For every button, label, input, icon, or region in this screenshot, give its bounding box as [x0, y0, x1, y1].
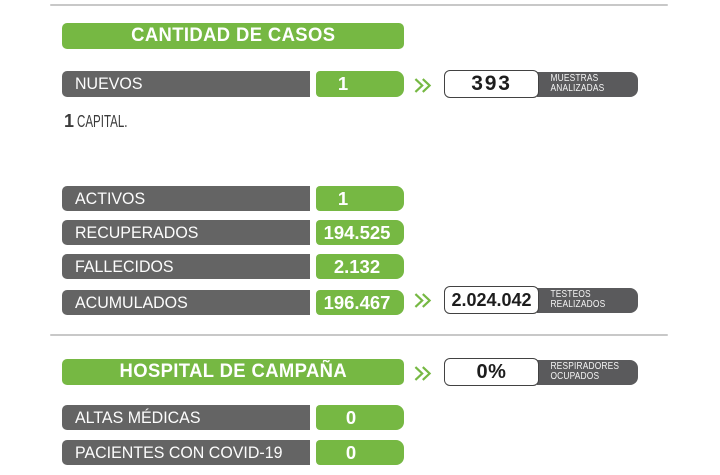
stat-label-fallecidos: FALLECIDOS: [75, 256, 174, 276]
stat-label-bar-acumulados: ACUMULADOS: [62, 290, 310, 315]
stat-value-chip-acumulados: 196.467: [316, 290, 404, 315]
double-chevron-icon-testeos: [414, 293, 433, 308]
stat-value-altas: 0: [345, 406, 357, 428]
stat-value-chip-pacientes: 0: [316, 440, 404, 465]
stat-value-nuevos: 1: [337, 73, 349, 94]
separator-line-top: [50, 4, 668, 6]
stat-value-pacientes: 0: [345, 441, 357, 463]
stat-label-recuperados: RECUPERADOS: [75, 222, 199, 242]
stat-label-bar-altas: ALTAS MÉDICAS: [62, 405, 310, 430]
stat-label-acumulados: ACUMULADOS: [75, 292, 188, 312]
stat-value-chip-fallecidos: 2.132: [316, 254, 404, 279]
stat-value-fallecidos: 2.132: [333, 255, 381, 277]
callout-number-testeos: 2.024.042: [451, 289, 532, 310]
stat-label-bar-fallecidos: FALLECIDOS: [62, 254, 310, 279]
callout-number-box-muestras: 393: [444, 70, 539, 98]
callout-caption-line2-testeos: REALIZADOS: [550, 299, 606, 310]
section-title-casos: CANTIDAD DE CASOS: [130, 25, 336, 46]
stat-label-altas: ALTAS MÉDICAS: [75, 407, 201, 427]
stat-label-nuevos: NUEVOS: [75, 74, 143, 93]
callout-number-box-respiradores: 0%: [444, 358, 539, 386]
callout-respiradores: RESPIRADORES OCUPADOS 0%: [444, 358, 638, 386]
double-chevron-icon-muestras: [414, 78, 433, 93]
callout-caption-line1-testeos: TESTEOS: [550, 289, 591, 300]
callout-caption-line2-respiradores: OCUPADOS: [550, 371, 600, 382]
callout-caption-box-muestras: MUESTRAS ANALIZADAS: [537, 71, 638, 97]
stat-label-activos: ACTIVOS: [75, 188, 146, 208]
callout-caption-line1-muestras: MUESTRAS: [550, 73, 599, 84]
section-title-hospital: HOSPITAL DE CAMPAÑA: [119, 361, 347, 382]
note-capital: 1 CAPITAL.: [64, 111, 154, 131]
callout-caption-line2-muestras: ANALIZADAS: [550, 83, 605, 94]
stat-value-chip-activos: 1: [316, 186, 404, 211]
callout-muestras: MUESTRAS ANALIZADAS 393: [444, 70, 638, 98]
double-chevron-icon-respiradores: [414, 366, 433, 381]
stat-value-acumulados: 196.467: [323, 291, 391, 313]
callout-caption-line1-respiradores: RESPIRADORES: [550, 361, 620, 372]
note-text: CAPITAL.: [77, 111, 128, 131]
stat-value-recuperados: 194.525: [323, 221, 391, 243]
stat-label-bar-activos: ACTIVOS: [62, 186, 310, 211]
callout-testeos: TESTEOS REALIZADOS 2.024.042: [444, 286, 638, 314]
section-header-casos: CANTIDAD DE CASOS: [62, 23, 404, 49]
separator-line-middle: [50, 334, 668, 336]
callout-number-respiradores: 0%: [476, 360, 507, 383]
stat-value-activos: 1: [337, 187, 349, 209]
stat-label-bar-recuperados: RECUPERADOS: [62, 220, 310, 245]
stat-label-bar-pacientes: PACIENTES CON COVID-19: [62, 440, 310, 465]
callout-caption-box-testeos: TESTEOS REALIZADOS: [537, 287, 638, 313]
stat-label-pacientes: PACIENTES CON COVID-19: [75, 442, 283, 462]
note-number: 1: [64, 111, 75, 131]
stat-label-bar-nuevos: NUEVOS: [62, 71, 310, 97]
section-header-hospital: HOSPITAL DE CAMPAÑA: [62, 359, 404, 385]
callout-caption-box-respiradores: RESPIRADORES OCUPADOS: [537, 359, 638, 385]
stat-value-chip-nuevos: 1: [316, 71, 404, 97]
callout-number-muestras: 393: [471, 72, 512, 95]
stat-value-chip-recuperados: 194.525: [316, 220, 404, 245]
callout-number-box-testeos: 2.024.042: [444, 286, 539, 314]
stat-value-chip-altas: 0: [316, 405, 404, 430]
